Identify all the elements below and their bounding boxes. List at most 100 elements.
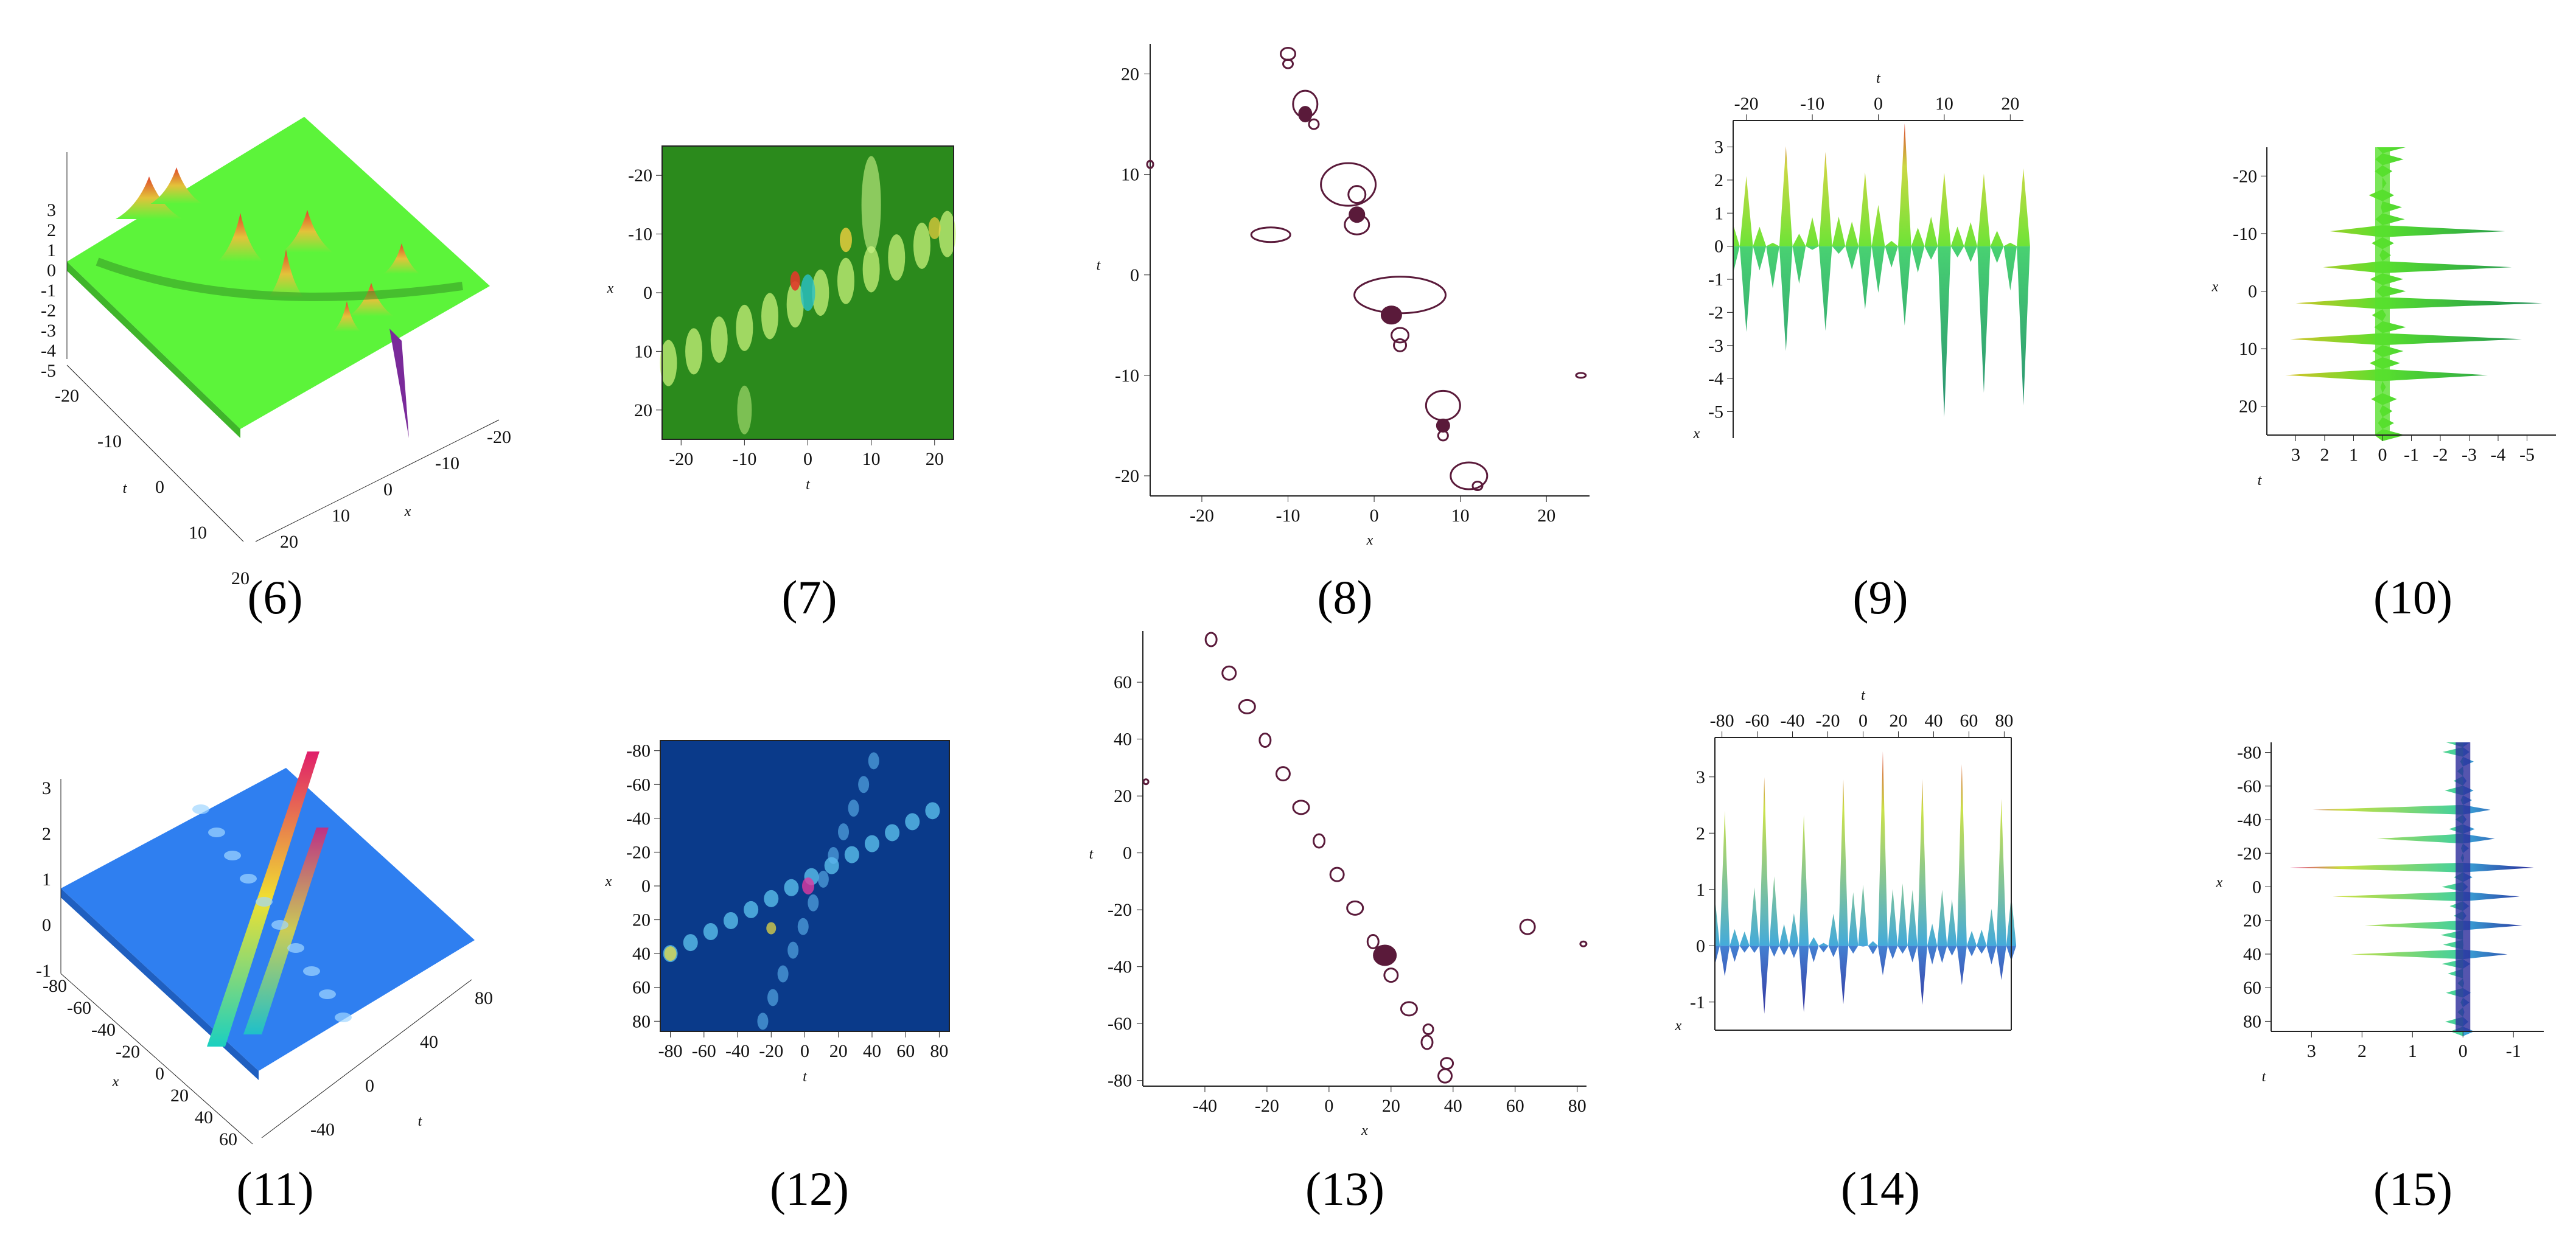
t-tick-label: 10: [189, 523, 207, 543]
heatmap-blob: [848, 800, 859, 817]
x-tick-label: 0: [155, 1064, 164, 1084]
heatmap-blob: [737, 385, 752, 434]
y-tick-label: 0: [641, 876, 651, 896]
panel-caption: (14): [1841, 1162, 1920, 1215]
heatmap-blob: [703, 923, 718, 941]
panel-caption: (11): [236, 1162, 313, 1215]
surface-bump: [208, 828, 225, 837]
contour-line: [1344, 214, 1370, 235]
x-tick-label: -40: [1193, 1096, 1217, 1116]
heatmap-blob: [683, 934, 698, 952]
x-tick-label: -80: [658, 1041, 683, 1061]
y-tick-label: 1: [1696, 880, 1705, 900]
surface-edge: [61, 888, 259, 1080]
x-tick-label: 20: [170, 1086, 189, 1106]
top-tick-label: -80: [1710, 711, 1734, 731]
top-axis-label: t: [1861, 688, 1866, 703]
surface-bump: [303, 966, 320, 976]
y-tick-label: -1: [1690, 992, 1705, 1013]
heatmap-blob: [787, 941, 799, 959]
surface-bump: [192, 804, 209, 814]
y-tick-label: -40: [626, 809, 651, 829]
x-tick-label: 20: [829, 1041, 848, 1061]
y-tick-label: -20: [2237, 843, 2261, 863]
x-tick-label: -4: [2491, 445, 2506, 465]
heatmap-blob: [664, 946, 677, 961]
z-tick-label: 0: [42, 915, 51, 935]
y-tick-label: 60: [1114, 672, 1132, 692]
y-tick-label: 0: [1696, 936, 1705, 956]
x-axis-label: t: [803, 1069, 808, 1085]
x-axis-label: t: [2258, 473, 2263, 489]
y-axis-label: x: [2211, 279, 2219, 295]
y-tick-label: -4: [1708, 369, 1723, 389]
x-tick-label: 2: [2358, 1041, 2367, 1061]
heatmap-blob: [812, 270, 829, 316]
surface-edge: [67, 262, 240, 438]
x-tick-label: -40: [725, 1041, 750, 1061]
y-tick-label: -40: [2237, 810, 2261, 830]
heatmap-blob: [764, 890, 779, 907]
heatmap-blob: [862, 246, 880, 293]
x-tick-label: 20: [926, 449, 944, 469]
x-tick-label: 0: [800, 1041, 809, 1061]
x-tick-label: -60: [67, 998, 91, 1018]
heatmap-blob: [817, 870, 829, 888]
contour-line: [1238, 699, 1256, 714]
y-tick-label: -40: [1108, 957, 1132, 977]
top-tick-label: 0: [1874, 94, 1883, 114]
y-tick-label: -5: [1708, 402, 1723, 422]
profile-stem: [2456, 742, 2471, 1031]
y-tick-label: 2: [1696, 823, 1705, 843]
x-tick-label: 20: [1382, 1096, 1400, 1116]
y-tick-label: -2: [1708, 302, 1723, 322]
heatmap-plot-12: -80 -60 -40 -20 0 20 40 60 80 -80 -60 -40 -20 0 20 40 60…: [605, 740, 950, 1085]
contour-line: [1313, 833, 1326, 849]
y-tick-label: 3: [1714, 138, 1723, 158]
y-tick-label: -60: [1108, 1014, 1132, 1034]
surface-trough: [96, 257, 463, 301]
y-tick-label: -10: [1115, 366, 1139, 386]
heatmap-blob: [685, 328, 703, 375]
y-tick-label: 10: [1121, 165, 1139, 185]
y-tick-label: 80: [2243, 1011, 2261, 1031]
x-tick-label: -10: [1276, 506, 1300, 526]
surface-peak: [116, 176, 183, 219]
top-tick-label: -40: [1781, 711, 1805, 731]
contour-line: [1329, 866, 1345, 882]
z-tick-label: 3: [42, 778, 51, 798]
y-tick-label: 0: [1123, 843, 1132, 863]
surface-dip: [389, 329, 409, 438]
x-tick-label: 10: [332, 506, 350, 526]
panel-caption: (13): [1305, 1162, 1384, 1215]
x-tick-label: 3: [2307, 1041, 2316, 1061]
contour-line: [1450, 461, 1489, 490]
y-tick-label: 60: [632, 978, 651, 998]
t-tick-label: 80: [475, 988, 493, 1008]
y-tick-label: -10: [2233, 224, 2257, 244]
top-tick-label: 60: [1960, 711, 1978, 731]
surface-bump: [335, 1013, 352, 1022]
x-tick-label: -80: [43, 976, 67, 996]
z-tick-label: -5: [41, 361, 56, 381]
top-tick-label: 0: [1859, 711, 1868, 731]
x-tick-label: 20: [280, 532, 298, 552]
y-tick-label: -80: [2237, 743, 2261, 763]
x-tick-label: -1: [2506, 1041, 2521, 1061]
t-axis: [66, 364, 244, 542]
x-tick-label: 0: [2378, 445, 2387, 465]
surface-ridge: [243, 828, 329, 1034]
x-tick-label: -60: [692, 1041, 716, 1061]
y-tick-label: 20: [632, 910, 651, 930]
z-tick-label: 0: [47, 260, 56, 281]
z-tick-label: 1: [42, 870, 51, 890]
contour-line: [1436, 418, 1450, 433]
top-tick-label: -20: [1816, 711, 1840, 731]
top-tick-label: 10: [1935, 94, 1953, 114]
heatmap-blob: [844, 846, 859, 863]
contour-line: [1391, 327, 1410, 344]
y-tick-label: 40: [632, 944, 651, 964]
y-tick-label: 20: [2239, 397, 2257, 417]
